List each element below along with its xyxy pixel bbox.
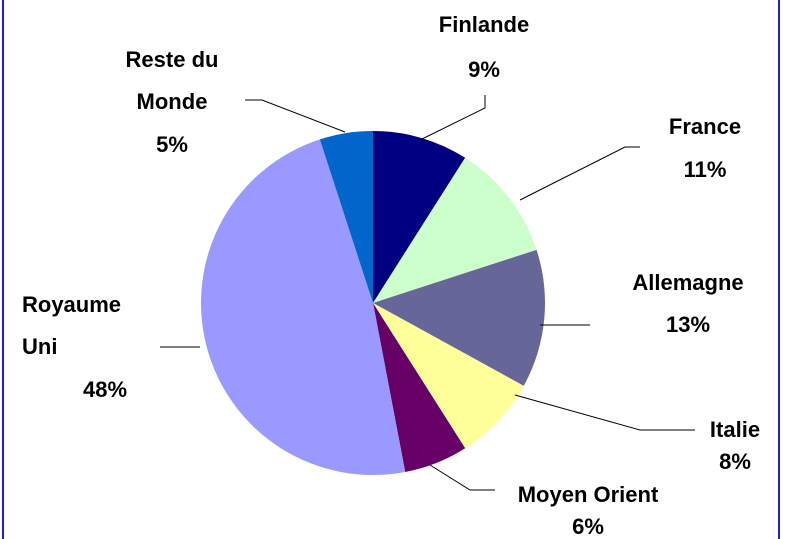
slice-value-label: 5%	[156, 132, 188, 157]
slice-value-label: 6%	[572, 514, 604, 539]
pie-slice	[201, 139, 406, 475]
pie-slice	[373, 249, 545, 386]
slice-label: Italie	[709, 417, 761, 442]
slice-value-label: 13%	[665, 312, 711, 337]
pie-slice	[373, 157, 537, 303]
leader-line	[245, 99, 346, 133]
pie-slice	[373, 303, 466, 472]
slice-label: Royaume Uni	[22, 292, 122, 359]
slice-value-label: 48%	[82, 377, 128, 402]
slice-value-label: 9%	[468, 57, 500, 82]
leader-line	[419, 95, 486, 141]
slice-value-label: 11%	[683, 157, 727, 182]
pie-slice	[319, 131, 373, 303]
slice-value-label: 8%	[719, 449, 751, 474]
slice-label: Reste du Monde	[125, 47, 219, 114]
leader-line	[519, 146, 640, 201]
slice-label: Finlande	[438, 12, 530, 37]
pie-slice	[373, 303, 524, 449]
slice-label: Allemagne	[632, 270, 744, 295]
slice-label: France	[668, 114, 742, 139]
slice-label: Moyen Orient	[517, 482, 659, 507]
leader-line	[429, 464, 495, 491]
leader-line	[514, 394, 695, 431]
pie-slice	[373, 131, 466, 303]
